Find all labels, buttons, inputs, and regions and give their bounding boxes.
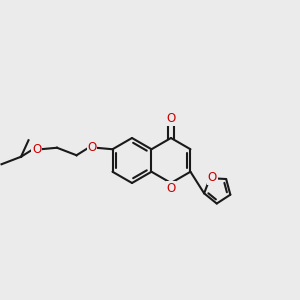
Text: O: O [208,171,217,184]
Text: O: O [32,143,41,156]
Text: O: O [166,112,176,125]
Text: O: O [87,141,96,154]
Text: O: O [166,182,176,195]
